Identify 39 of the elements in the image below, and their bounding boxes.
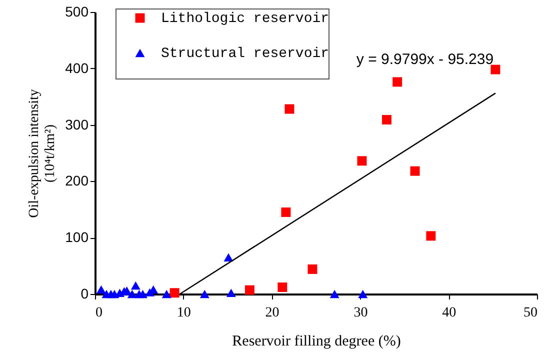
legend-label: Lithologic reservoir <box>161 11 330 27</box>
x-tick-label: 40 <box>442 306 456 320</box>
point <box>410 166 420 176</box>
point <box>281 207 291 217</box>
point <box>162 290 172 298</box>
y-tick-label: 0 <box>80 286 89 302</box>
y-axis-title: Oil-expulsion intensity (10⁴t/km²) <box>27 89 58 218</box>
point <box>224 253 234 262</box>
point <box>382 114 392 124</box>
point <box>426 231 436 241</box>
point <box>130 281 140 290</box>
point <box>96 285 106 294</box>
point <box>127 290 137 298</box>
x-tick-label: 50 <box>524 306 538 320</box>
point <box>308 264 318 274</box>
y-tick-label: 200 <box>65 172 89 189</box>
x-tick-label: 10 <box>176 306 191 320</box>
x-axis-title: Reservoir filling degree (%) <box>232 334 401 350</box>
x-tick-label: 20 <box>265 306 280 320</box>
point <box>357 156 367 166</box>
point <box>200 290 210 298</box>
y-tick-label: 400 <box>65 60 89 76</box>
point <box>170 288 180 298</box>
point <box>244 285 254 295</box>
x-tick-label: 30 <box>354 306 368 320</box>
y-tick-label: 300 <box>65 116 89 132</box>
y-tick-label: 500 <box>65 4 89 20</box>
y-tick-label: 100 <box>65 229 89 246</box>
point <box>226 288 236 297</box>
point <box>490 64 500 74</box>
point <box>358 290 368 298</box>
point <box>138 290 148 298</box>
annotation: y = 9.9799x - 95.239 <box>356 51 494 68</box>
point <box>278 282 288 292</box>
point <box>392 77 402 87</box>
point <box>284 104 294 114</box>
point <box>330 290 340 298</box>
x-tick-label: 0 <box>96 306 102 320</box>
legend-label: Structural reservoir <box>161 46 330 62</box>
